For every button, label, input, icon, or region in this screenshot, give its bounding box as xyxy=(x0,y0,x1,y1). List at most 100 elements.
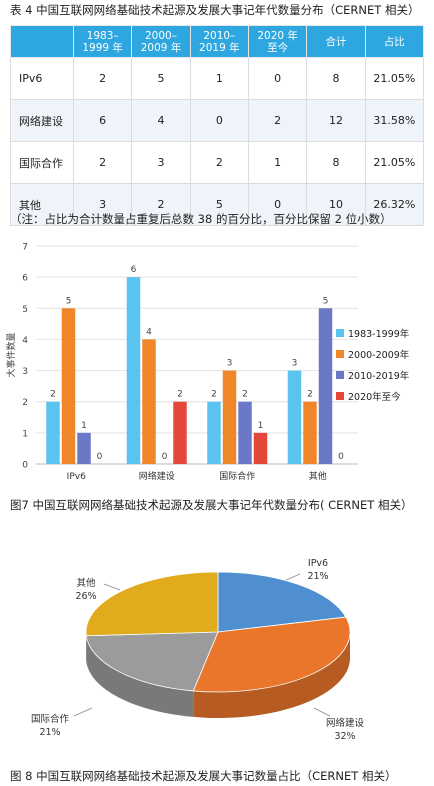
table-cell: 2 xyxy=(247,99,308,142)
bar-value-label: 3 xyxy=(227,359,233,369)
bar-value-label: 2 xyxy=(177,390,183,400)
bar-value-label: 5 xyxy=(66,296,72,306)
x-tick-label: 其他 xyxy=(309,470,327,482)
bar xyxy=(303,401,317,464)
legend-item: 2020年至今 xyxy=(336,390,409,403)
table-cell: 2 xyxy=(189,141,249,184)
table-cell: 26.32% xyxy=(364,183,425,226)
legend-swatch xyxy=(336,329,344,337)
legend-swatch xyxy=(336,350,344,358)
bar-value-label: 1 xyxy=(258,421,264,431)
pie-slice xyxy=(192,616,351,693)
pie-label: 网络建设 xyxy=(326,717,365,729)
table-cell: 其他 xyxy=(10,183,74,226)
bar-value-label: 0 xyxy=(162,452,168,462)
bar-value-label: 5 xyxy=(323,296,329,306)
y-tick-label: 7 xyxy=(22,243,28,253)
table-cell: 2 xyxy=(72,141,133,184)
table-cell: 5 xyxy=(189,183,249,226)
pie-leader-line xyxy=(285,573,301,581)
legend-swatch xyxy=(336,371,344,379)
pie-label: 国际合作 xyxy=(31,713,70,725)
figure-8-caption: 图 8 中国互联网网络基础技术起源及发展大事记数量占比（CERNET 相关） xyxy=(10,769,397,783)
distribution-table: 1983– 1999 年 2000– 2009 年 2010– 2019 年 2020 年至… xyxy=(10,25,425,226)
bar xyxy=(318,308,333,464)
table-cell: 1 xyxy=(247,141,308,184)
y-tick-label: 0 xyxy=(22,461,28,471)
y-tick-label: 3 xyxy=(22,367,28,377)
table-cell: 0 xyxy=(247,183,308,226)
pie-slice xyxy=(85,631,219,692)
y-tick-label: 5 xyxy=(22,305,28,315)
table-cell: 10 xyxy=(306,183,366,226)
bar xyxy=(46,401,60,464)
header-cell: 合计 xyxy=(306,25,366,58)
table-header: 1983– 1999 年 2000– 2009 年 2010– 2019 年 2020 年至… xyxy=(10,25,425,58)
header-cell: 1983– 1999 年 xyxy=(72,25,133,58)
y-tick-label: 1 xyxy=(22,429,28,439)
pie-value-label: 32% xyxy=(334,731,355,742)
bar xyxy=(126,277,141,464)
pie-slice xyxy=(217,571,347,633)
bar-value-label: 4 xyxy=(146,327,152,337)
table-cell: 31.58% xyxy=(364,99,425,142)
bar-value-label: 2 xyxy=(307,390,313,400)
header-cell: 2000– 2009 年 xyxy=(131,25,191,58)
y-tick-label: 4 xyxy=(22,336,28,346)
pie-label: IPv6 xyxy=(308,558,328,569)
header-cell xyxy=(10,25,74,58)
header-row: 1983– 1999 年 2000– 2009 年 2010– 2019 年 2020 年至… xyxy=(10,25,425,58)
table-cell: 12 xyxy=(306,99,366,142)
legend-swatch xyxy=(336,392,344,400)
table-cell: 1 xyxy=(189,57,249,100)
table-caption: 表 4 中国互联网网络基础技术起源及发展大事记年代数量分布（CERNET 相关） xyxy=(10,3,420,17)
pie-value-label: 26% xyxy=(75,591,96,602)
table-cell: 5 xyxy=(131,57,191,100)
bar-value-label: 2 xyxy=(50,390,56,400)
pie-leader-line xyxy=(313,707,331,717)
bar xyxy=(61,308,76,464)
table-cell: 网络建设 xyxy=(10,99,74,142)
bar xyxy=(77,432,91,464)
legend-item: 2000-2009年 xyxy=(336,348,410,361)
x-tick-label: IPv6 xyxy=(67,472,86,482)
header-cell: 2010– 2019 年 xyxy=(189,25,249,58)
bar xyxy=(287,370,302,464)
figure-7-caption: 图7 中国互联网网络基础技术起源及发展大事记年代数量分布( CERNET 相关） xyxy=(10,498,413,512)
bar-value-label: 0 xyxy=(97,452,103,462)
table-cell: 0 xyxy=(189,99,249,142)
x-tick-label: 国际合作 xyxy=(219,470,255,482)
table-cell: 6 xyxy=(72,99,133,142)
table-cell: 21.05% xyxy=(364,141,425,184)
bar-value-label: 2 xyxy=(211,390,217,400)
bar xyxy=(142,339,156,464)
x-tick-label: 网络建设 xyxy=(139,470,175,482)
y-tick-label: 6 xyxy=(22,274,28,284)
bar xyxy=(207,401,221,464)
legend-label: 2000-2009年 xyxy=(348,350,410,361)
table-row: 网络建设 6 4 0 2 12 31.58% xyxy=(10,99,425,142)
table-cell: 0 xyxy=(247,57,308,100)
y-tick-label: 2 xyxy=(22,398,28,408)
table-cell: 8 xyxy=(306,57,366,100)
legend-item: 1983-1999年 xyxy=(336,327,410,340)
table-cell: 2 xyxy=(131,183,191,226)
pie-chart: IPv6 21% 网络建设 32% 国际合作 21% 其他 26% xyxy=(31,558,365,742)
table-body: IPv6 2 5 1 0 8 21.05% 网络建设 6 4 0 2 12 31.58% 国际合作 2 3 2 1 8… xyxy=(10,57,425,226)
bar-value-label: 1 xyxy=(81,421,87,431)
table-cell: 21.05% xyxy=(364,57,425,100)
bar-value-label: 6 xyxy=(131,265,137,275)
y-axis-label: 大事件数量 xyxy=(5,332,17,377)
bar xyxy=(238,401,252,464)
legend-item: 2010-2019年 xyxy=(336,369,409,382)
pie-slice xyxy=(85,571,219,637)
bar xyxy=(173,401,187,464)
legend-label: 1983-1999年 xyxy=(348,329,410,340)
table-note: （注：占比为合计数量占重复后总数 38 的百分比，百分比保留 2 位小数） xyxy=(10,212,392,226)
bar-value-label: 3 xyxy=(292,359,298,369)
table-cell: 国际合作 xyxy=(10,141,74,184)
pie-value-label: 21% xyxy=(39,727,60,738)
pie-value-label: 21% xyxy=(307,571,328,582)
header-cell: 2020 年至今 xyxy=(247,25,308,58)
table-row: 其他 3 2 5 0 10 26.32% xyxy=(10,183,425,226)
